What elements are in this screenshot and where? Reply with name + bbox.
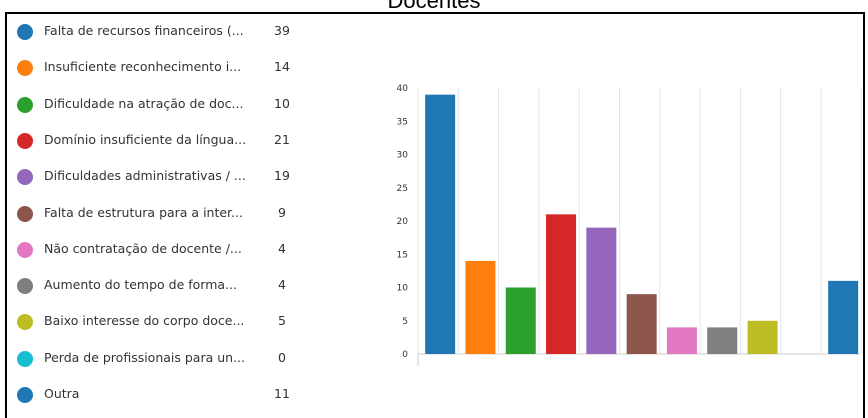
legend-label: Domínio insuficiente da língua... (44, 131, 247, 147)
legend-label: Aumento do tempo de forma... (44, 277, 237, 293)
chart-title: Docentes (387, 0, 481, 13)
legend-label: Outra (44, 386, 80, 401)
bar (465, 260, 496, 354)
legend-item[interactable]: Perda de profissionais para un... 0 (17, 349, 297, 369)
legend-count: 4 (278, 240, 286, 256)
legend-label: Falta de recursos financeiros (... (44, 23, 244, 38)
y-tick-label: 10 (397, 284, 409, 294)
legend-swatch (17, 60, 33, 77)
legend-label: Não contratação de docente /... (44, 240, 242, 256)
legend-count: 9 (278, 204, 286, 220)
legend-swatch (17, 169, 33, 186)
y-tick-label: 25 (397, 184, 408, 194)
bar (707, 327, 738, 354)
legend-label: Dificuldades administrativas / ... (44, 168, 246, 184)
legend-label: Falta de estrutura para a inter... (44, 204, 243, 220)
legend-swatch (17, 350, 33, 367)
legend-count: 0 (278, 349, 286, 365)
legend-count: 14 (274, 59, 290, 75)
bar (425, 94, 456, 355)
legend-swatch (17, 278, 33, 295)
legend-item[interactable]: Dificuldade na atração de doc... 10 (17, 95, 297, 115)
legend-swatch (17, 96, 33, 113)
y-tick-label: 20 (397, 217, 409, 227)
legend-item[interactable]: Falta de recursos financeiros (... 39 (17, 22, 297, 42)
legend-item[interactable]: Outra 11 (17, 385, 297, 405)
legend-count: 11 (274, 386, 290, 401)
y-tick-label: 30 (397, 151, 409, 161)
legend-label: Perda de profissionais para un... (44, 349, 246, 365)
bar (626, 294, 657, 354)
legend-item[interactable]: Baixo interesse do corpo doce... 5 (17, 312, 297, 332)
legend-item[interactable]: Dificuldades administrativas / ... 19 (17, 167, 297, 187)
legend-item[interactable]: Não contratação de docente /... 4 (17, 240, 297, 260)
bar (747, 320, 778, 354)
bar (505, 287, 536, 354)
bar (546, 214, 577, 354)
legend-swatch (17, 132, 33, 149)
y-tick-label: 0 (402, 350, 408, 360)
legend-label: Dificuldade na atração de doc... (44, 95, 244, 111)
legend-count: 4 (278, 277, 286, 293)
y-tick-label: 35 (397, 117, 408, 127)
legend-item[interactable]: Domínio insuficiente da língua... 21 (17, 131, 297, 151)
legend-item[interactable]: Aumento do tempo de forma... 4 (17, 276, 297, 296)
legend-count: 10 (274, 95, 290, 111)
bar (828, 280, 859, 354)
legend-label: Baixo interesse do corpo doce... (44, 313, 245, 329)
legend-swatch (17, 24, 33, 40)
y-tick-label: 15 (397, 250, 408, 260)
legend-item[interactable]: Falta de estrutura para a inter... 9 (17, 204, 297, 224)
legend-label: Insuficiente reconhecimento i... (44, 59, 242, 75)
y-tick-label: 40 (397, 84, 409, 94)
legend-count: 5 (278, 313, 286, 329)
y-tick-label: 5 (402, 317, 408, 327)
legend-count: 19 (274, 168, 290, 184)
bar (586, 227, 617, 354)
legend-swatch (17, 205, 33, 222)
legend-swatch (17, 241, 33, 258)
bar (666, 327, 697, 354)
legend-count: 21 (274, 131, 290, 147)
legend-count: 39 (274, 23, 290, 38)
legend-swatch (17, 314, 33, 331)
legend-item[interactable]: Insuficiente reconhecimento i... 14 (17, 58, 297, 78)
legend-swatch (17, 387, 33, 403)
